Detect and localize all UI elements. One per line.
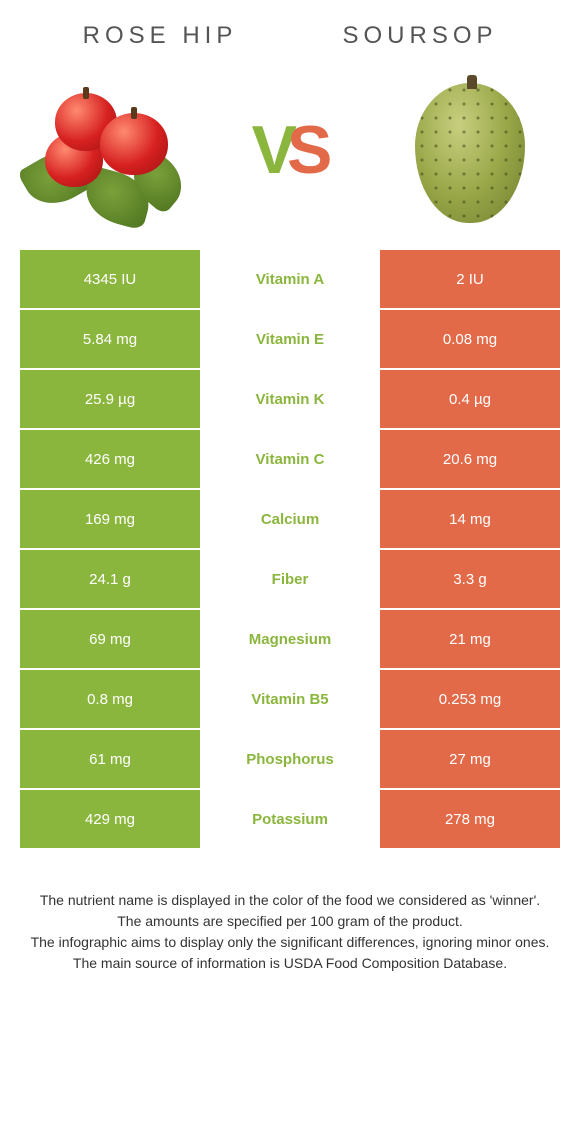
left-value: 4345 IU bbox=[20, 250, 200, 308]
right-value: 21 mg bbox=[380, 610, 560, 668]
right-value: 0.253 mg bbox=[380, 670, 560, 728]
footnote-line: The amounts are specified per 100 gram o… bbox=[20, 911, 560, 932]
titles-row: ROSE HIP SOURSOP bbox=[0, 0, 580, 50]
nutrient-table: 4345 IUVitamin A2 IU5.84 mgVitamin E0.08… bbox=[20, 250, 560, 850]
left-food-title: ROSE HIP bbox=[30, 22, 290, 50]
left-value: 429 mg bbox=[20, 790, 200, 848]
right-value: 0.08 mg bbox=[380, 310, 560, 368]
table-row: 4345 IUVitamin A2 IU bbox=[20, 250, 560, 310]
left-value: 5.84 mg bbox=[20, 310, 200, 368]
left-value: 426 mg bbox=[20, 430, 200, 488]
table-row: 69 mgMagnesium21 mg bbox=[20, 610, 560, 670]
soursop-image bbox=[390, 78, 550, 223]
vs-s: S bbox=[287, 111, 328, 189]
table-row: 426 mgVitamin C20.6 mg bbox=[20, 430, 560, 490]
images-row: V S bbox=[0, 50, 580, 250]
vs-label: V S bbox=[252, 111, 329, 189]
left-value: 169 mg bbox=[20, 490, 200, 548]
footnote-line: The infographic aims to display only the… bbox=[20, 932, 560, 953]
table-row: 24.1 gFiber3.3 g bbox=[20, 550, 560, 610]
table-row: 25.9 µgVitamin K0.4 µg bbox=[20, 370, 560, 430]
right-value: 0.4 µg bbox=[380, 370, 560, 428]
left-value: 24.1 g bbox=[20, 550, 200, 608]
footnote-line: The nutrient name is displayed in the co… bbox=[20, 890, 560, 911]
nutrient-name: Vitamin B5 bbox=[200, 670, 380, 728]
rose-hip-image bbox=[30, 78, 190, 223]
right-value: 20.6 mg bbox=[380, 430, 560, 488]
table-row: 169 mgCalcium14 mg bbox=[20, 490, 560, 550]
right-value: 2 IU bbox=[380, 250, 560, 308]
nutrient-name: Potassium bbox=[200, 790, 380, 848]
left-value: 0.8 mg bbox=[20, 670, 200, 728]
table-row: 429 mgPotassium278 mg bbox=[20, 790, 560, 850]
right-value: 14 mg bbox=[380, 490, 560, 548]
nutrient-name: Magnesium bbox=[200, 610, 380, 668]
table-row: 5.84 mgVitamin E0.08 mg bbox=[20, 310, 560, 370]
table-row: 61 mgPhosphorus27 mg bbox=[20, 730, 560, 790]
nutrient-name: Fiber bbox=[200, 550, 380, 608]
nutrient-name: Vitamin E bbox=[200, 310, 380, 368]
left-value: 25.9 µg bbox=[20, 370, 200, 428]
right-food-title: SOURSOP bbox=[290, 22, 550, 50]
nutrient-name: Vitamin A bbox=[200, 250, 380, 308]
right-value: 278 mg bbox=[380, 790, 560, 848]
right-value: 3.3 g bbox=[380, 550, 560, 608]
footnote-line: The main source of information is USDA F… bbox=[20, 953, 560, 974]
table-row: 0.8 mgVitamin B50.253 mg bbox=[20, 670, 560, 730]
nutrient-name: Calcium bbox=[200, 490, 380, 548]
left-value: 61 mg bbox=[20, 730, 200, 788]
footnotes: The nutrient name is displayed in the co… bbox=[0, 850, 580, 974]
nutrient-name: Phosphorus bbox=[200, 730, 380, 788]
nutrient-name: Vitamin C bbox=[200, 430, 380, 488]
left-value: 69 mg bbox=[20, 610, 200, 668]
right-value: 27 mg bbox=[380, 730, 560, 788]
nutrient-name: Vitamin K bbox=[200, 370, 380, 428]
